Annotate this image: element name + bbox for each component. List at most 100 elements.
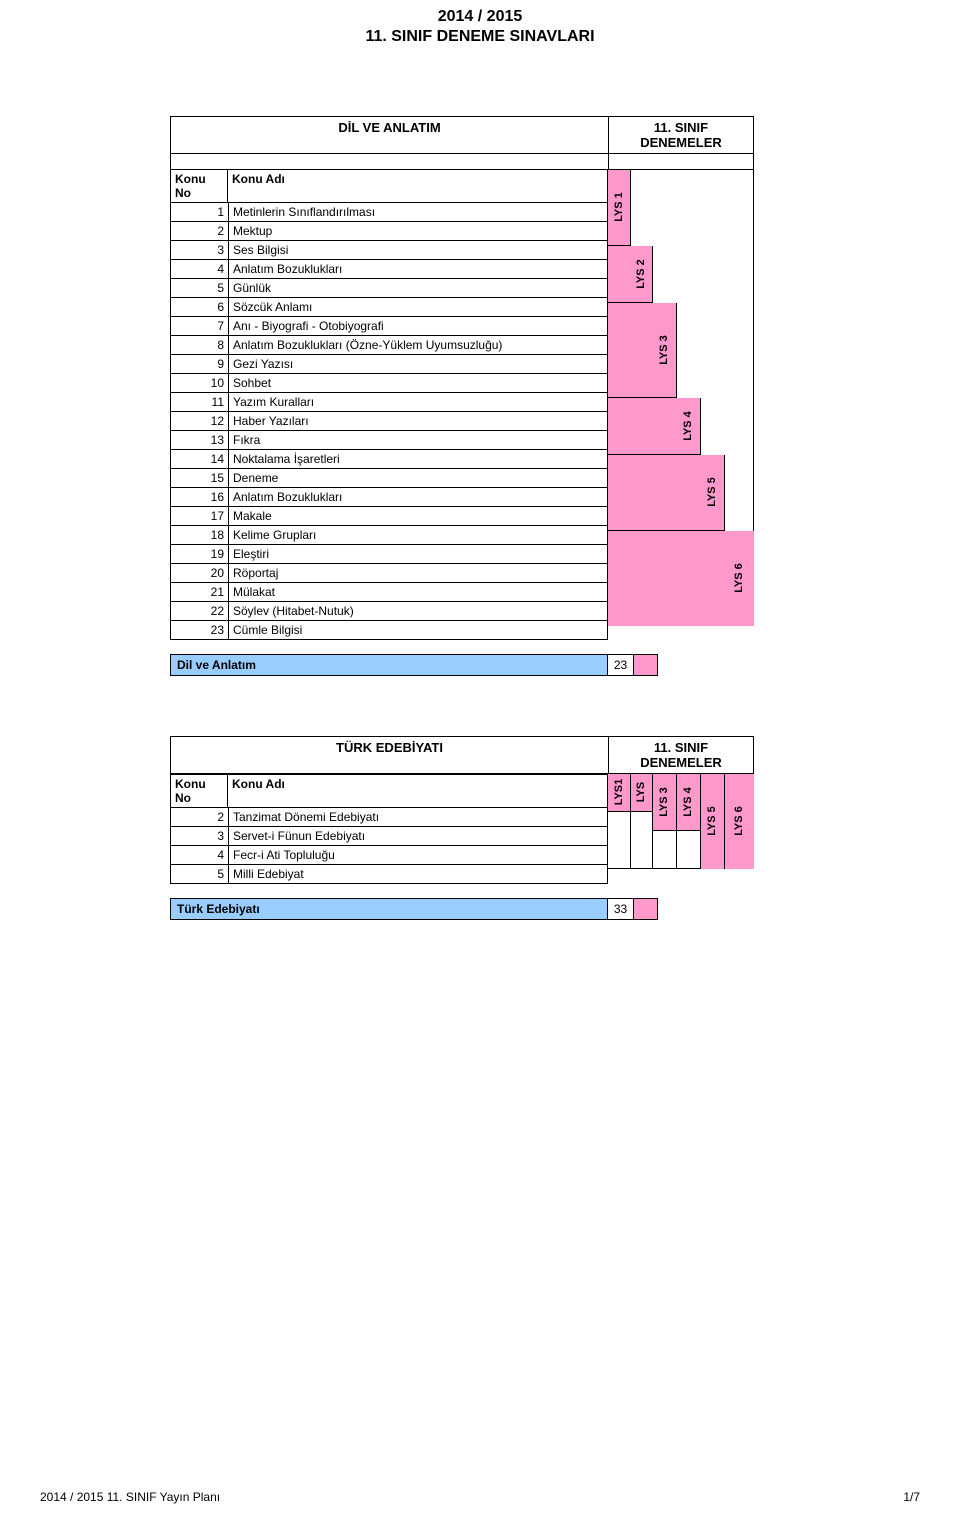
lys-band-step xyxy=(652,830,676,831)
section1-body: Konu No Konu Adı 1Metinlerin Sınıflandır… xyxy=(170,170,850,640)
row-no: 12 xyxy=(170,412,228,431)
section1-summary: Dil ve Anlatım 23 xyxy=(170,654,850,676)
lys-band-divider xyxy=(700,774,701,869)
section1-col-headers: Konu No Konu Adı xyxy=(170,170,608,203)
row-no: 7 xyxy=(170,317,228,336)
lys-label: LYS 4 xyxy=(682,406,694,446)
section-dil-anlatim: DİL VE ANLATIM 11. SINIF DENEMELER Konu … xyxy=(170,116,850,676)
table-row: 3Ses Bilgisi xyxy=(170,241,608,260)
section2-rows: 2Tanzimat Dönemi Edebiyatı3Servet-i Fünu… xyxy=(170,808,608,884)
row-no: 4 xyxy=(170,846,228,865)
section2-lys-block: LYS1LYSLYS 3LYS 4LYS 5LYS 6 xyxy=(608,774,754,869)
table-row: 18Kelime Grupları xyxy=(170,526,608,545)
row-name: Söylev (Hitabet-Nutuk) xyxy=(228,602,608,621)
section2-col-headers: Konu No Konu Adı xyxy=(170,774,608,808)
section2-summary: Türk Edebiyatı 33 xyxy=(170,898,850,920)
table-row: 3Servet-i Fünun Edebiyatı xyxy=(170,827,608,846)
row-name: Anı - Biyografi - Otobiyografi xyxy=(228,317,608,336)
row-name: Yazım Kuralları xyxy=(228,393,608,412)
row-no: 1 xyxy=(170,203,228,222)
row-name: Eleştiri xyxy=(228,545,608,564)
section2-left: Konu No Konu Adı 2Tanzimat Dönemi Edebiy… xyxy=(170,774,608,884)
row-name: Anlatım Bozuklukları (Özne-Yüklem Uyumsu… xyxy=(228,336,608,355)
row-name: Servet-i Fünun Edebiyatı xyxy=(228,827,608,846)
row-no: 13 xyxy=(170,431,228,450)
page-header: 2014 / 2015 11. SINIF DENEME SINAVLARI xyxy=(0,0,960,46)
col-no-header: Konu No xyxy=(170,170,228,203)
table-row: 22Söylev (Hitabet-Nutuk) xyxy=(170,602,608,621)
table-row: 7Anı - Biyografi - Otobiyografi xyxy=(170,317,608,336)
section2-title-row: TÜRK EDEBİYATI 11. SINIF DENEMELER xyxy=(170,736,850,774)
row-no: 17 xyxy=(170,507,228,526)
row-name: Metinlerin Sınıflandırılması xyxy=(228,203,608,222)
lys-label: LYS 2 xyxy=(635,254,647,294)
lys-band-divider xyxy=(652,774,653,869)
row-name: Fecr-i Ati Topluluğu xyxy=(228,846,608,865)
row-no: 15 xyxy=(170,469,228,488)
section2-summary-value: 33 xyxy=(608,898,634,920)
row-name: Gezi Yazısı xyxy=(228,355,608,374)
table-row: 1Metinlerin Sınıflandırılması xyxy=(170,203,608,222)
table-row: 14Noktalama İşaretleri xyxy=(170,450,608,469)
col-no-header2: Konu No xyxy=(170,774,228,808)
table-row: 9Gezi Yazısı xyxy=(170,355,608,374)
section2-body: Konu No Konu Adı 2Tanzimat Dönemi Edebiy… xyxy=(170,774,850,884)
table-row: 5Milli Edebiyat xyxy=(170,865,608,884)
section2-title-right: 11. SINIF DENEMELER xyxy=(608,736,754,774)
col-name-header2: Konu Adı xyxy=(228,774,608,808)
lys-label: LYS 6 xyxy=(733,558,745,598)
row-name: Sohbet xyxy=(228,374,608,393)
row-no: 10 xyxy=(170,374,228,393)
lys-band-divider xyxy=(630,170,631,246)
table-row: 12Haber Yazıları xyxy=(170,412,608,431)
header-line2: 11. SINIF DENEME SINAVLARI xyxy=(0,28,960,46)
row-name: Anlatım Bozuklukları xyxy=(228,488,608,507)
page-footer: 2014 / 2015 11. SINIF Yayın Planı 1/7 xyxy=(40,1490,920,1504)
row-name: Deneme xyxy=(228,469,608,488)
lys-label: LYS 1 xyxy=(613,187,625,227)
section1-summary-value: 23 xyxy=(608,654,634,676)
table-row: 6Sözcük Anlamı xyxy=(170,298,608,317)
row-no: 11 xyxy=(170,393,228,412)
table-row: 15Deneme xyxy=(170,469,608,488)
col-name-header: Konu Adı xyxy=(228,170,608,203)
lys-band-divider xyxy=(724,455,725,531)
row-name: Günlük xyxy=(228,279,608,298)
lys-label: LYS 6 xyxy=(733,801,745,841)
row-name: Cümle Bilgisi xyxy=(228,621,608,640)
table-row: 23Cümle Bilgisi xyxy=(170,621,608,640)
row-name: Noktalama İşaretleri xyxy=(228,450,608,469)
section1-spacer xyxy=(170,154,850,170)
lys-band-divider xyxy=(676,303,677,398)
section1-summary-pink xyxy=(634,654,658,676)
table-row: 17Makale xyxy=(170,507,608,526)
row-name: Mektup xyxy=(228,222,608,241)
table-row: 8Anlatım Bozuklukları (Özne-Yüklem Uyums… xyxy=(170,336,608,355)
section-turk-edebiyati: TÜRK EDEBİYATI 11. SINIF DENEMELER Konu … xyxy=(170,736,850,920)
table-row: 19Eleştiri xyxy=(170,545,608,564)
table-row: 11Yazım Kuralları xyxy=(170,393,608,412)
section1-summary-label: Dil ve Anlatım xyxy=(170,654,608,676)
section1-title-row: DİL VE ANLATIM 11. SINIF DENEMELER xyxy=(170,116,850,154)
row-name: Makale xyxy=(228,507,608,526)
table-row: 20Röportaj xyxy=(170,564,608,583)
lys-label: LYS1 xyxy=(613,772,625,812)
section1-lys-block: LYS 1LYS 2LYS 3LYS 4LYS 5LYS 6 xyxy=(608,170,754,626)
row-no: 5 xyxy=(170,865,228,884)
row-no: 5 xyxy=(170,279,228,298)
row-no: 2 xyxy=(170,222,228,241)
row-name: Haber Yazıları xyxy=(228,412,608,431)
table-row: 2Tanzimat Dönemi Edebiyatı xyxy=(170,808,608,827)
row-no: 3 xyxy=(170,241,228,260)
footer-right: 1/7 xyxy=(903,1490,920,1504)
lys-band-divider xyxy=(652,246,653,303)
row-name: Kelime Grupları xyxy=(228,526,608,545)
section1-title-left: DİL VE ANLATIM xyxy=(170,116,608,154)
section1-left: Konu No Konu Adı 1Metinlerin Sınıflandır… xyxy=(170,170,608,640)
section2-title-left: TÜRK EDEBİYATI xyxy=(170,736,608,774)
row-name: Fıkra xyxy=(228,431,608,450)
row-no: 14 xyxy=(170,450,228,469)
row-name: Ses Bilgisi xyxy=(228,241,608,260)
row-no: 20 xyxy=(170,564,228,583)
lys-band-divider xyxy=(700,398,701,455)
